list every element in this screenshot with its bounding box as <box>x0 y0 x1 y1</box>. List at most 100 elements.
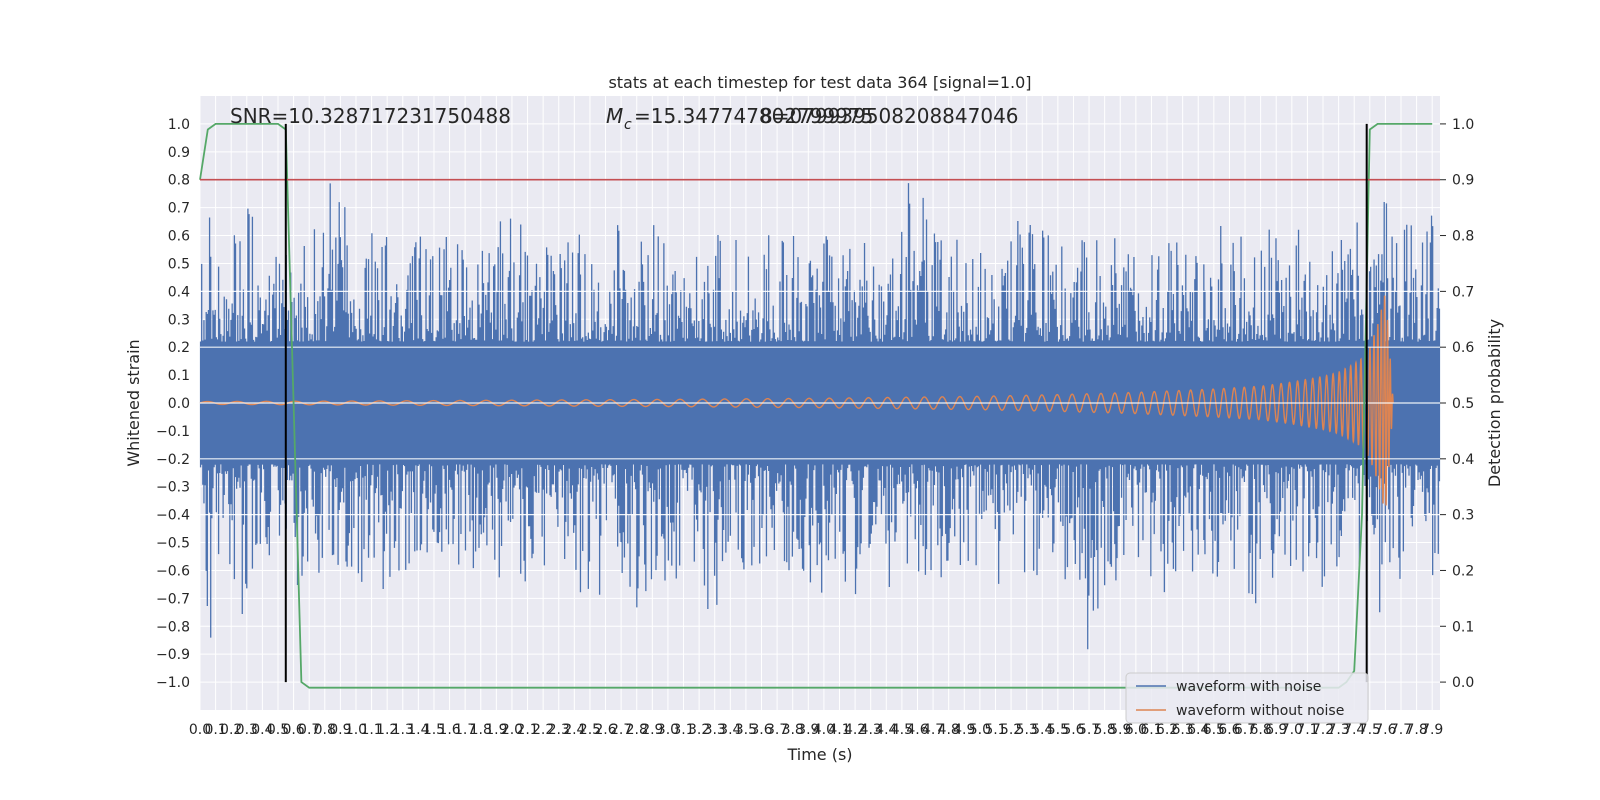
mc-annotation: M c =15.347747802799975 <box>606 104 873 133</box>
y2-tick-label: 0.6 <box>1452 340 1474 356</box>
x-tick-label: 1.3 <box>392 722 414 738</box>
y-tick-label: −0.8 <box>156 619 190 635</box>
y-tick-label: −0.1 <box>156 424 190 440</box>
x-tick-label: 4.6 <box>906 722 928 738</box>
x-tick-label: 2.9 <box>641 722 663 738</box>
y-tick-label: 0.2 <box>168 340 190 356</box>
x-tick-label: 3.6 <box>750 722 772 738</box>
y-tick-label: −0.3 <box>156 480 190 496</box>
y-tick-label: −0.6 <box>156 563 190 579</box>
x-tick-label: 6.5 <box>1203 722 1225 738</box>
y2-tick-label: 0.1 <box>1452 619 1474 635</box>
x-axis-ticks: 0.00.10.20.30.40.50.60.70.80.91.01.11.21… <box>189 722 1443 738</box>
y-tick-label: 0.3 <box>168 312 190 328</box>
reference-lines <box>200 123 1440 683</box>
x-tick-label: 2.0 <box>501 722 523 738</box>
x-tick-label: 5.4 <box>1031 722 1053 738</box>
y-tick-label: 0.0 <box>168 396 190 412</box>
x-tick-label: 5.5 <box>1047 722 1069 738</box>
x-tick-label: 0.3 <box>236 722 258 738</box>
x-tick-label: 3.8 <box>782 722 804 738</box>
detection-probability-series <box>199 123 1433 689</box>
y-axis-label: Whitened strain <box>124 339 143 466</box>
x-tick-label: 2.4 <box>563 722 585 738</box>
x-tick-label: 4.0 <box>813 722 835 738</box>
y2-tick-label: 0.9 <box>1452 173 1474 189</box>
x-tick-label: 3.5 <box>735 722 757 738</box>
x-tick-label: 1.9 <box>485 722 507 738</box>
x-tick-label: 0.5 <box>267 722 289 738</box>
x-tick-label: 5.2 <box>1000 722 1022 738</box>
x-tick-label: 7.5 <box>1359 722 1381 738</box>
y-tick-label: 0.9 <box>168 145 190 161</box>
legend: waveform with noise waveform without noi… <box>1125 672 1369 724</box>
x-tick-label: 1.2 <box>376 722 398 738</box>
x-tick-label: 7.7 <box>1390 722 1412 738</box>
y2-tick-label: 0.2 <box>1452 563 1474 579</box>
x-tick-label: 0.7 <box>298 722 320 738</box>
y-tick-label: −0.2 <box>156 452 190 468</box>
y-tick-label: 1.0 <box>168 117 190 133</box>
chart-title: stats at each timestep for test data 364… <box>608 73 1031 92</box>
legend-label-noise: waveform with noise <box>1176 679 1321 695</box>
x-tick-label: 4.4 <box>875 722 897 738</box>
x-tick-label: 7.1 <box>1296 722 1318 738</box>
x-tick-label: 5.1 <box>984 722 1006 738</box>
x-tick-label: 7.9 <box>1421 722 1443 738</box>
x-tick-label: 2.6 <box>594 722 616 738</box>
x-tick-label: 3.0 <box>657 722 679 738</box>
horizontal-grid-overlay <box>200 290 1440 516</box>
x-tick-label: 1.8 <box>470 722 492 738</box>
y-tick-label: 0.1 <box>168 368 190 384</box>
x-tick-label: 4.1 <box>828 722 850 738</box>
x-tick-label: 1.6 <box>438 722 460 738</box>
x-tick-label: 5.8 <box>1094 722 1116 738</box>
y-tick-label: 0.6 <box>168 229 190 245</box>
x-tick-label: 7.2 <box>1312 722 1334 738</box>
y2-axis-ticks: 0.0 0.1 0.2 0.3 0.4 0.5 0.6 0.7 0.8 0.9 1.0 <box>1440 117 1474 691</box>
y-tick-label: 0.5 <box>168 256 190 272</box>
x-tick-label: 2.8 <box>626 722 648 738</box>
y-tick-label: −0.5 <box>156 536 190 552</box>
legend-label-clean: waveform without noise <box>1176 703 1344 719</box>
mc-value: =15.347747802799975 <box>634 104 873 128</box>
snr-annotation: SNR=10.328717231750488 <box>230 104 511 128</box>
x-tick-label: 5.3 <box>1016 722 1038 738</box>
x-tick-label: 1.0 <box>345 722 367 738</box>
y-tick-label: −1.0 <box>156 675 190 691</box>
y2-tick-label: 0.0 <box>1452 675 1474 691</box>
x-tick-label: 0.4 <box>251 722 273 738</box>
x-tick-label: 4.9 <box>953 722 975 738</box>
x-tick-label: 2.5 <box>579 722 601 738</box>
mc-symbol: M <box>606 104 623 128</box>
x-axis-label: Time (s) <box>786 745 852 764</box>
x-tick-label: 3.1 <box>672 722 694 738</box>
x-tick-label: 1.5 <box>423 722 445 738</box>
x-tick-label: 0.2 <box>220 722 242 738</box>
x-tick-label: 3.7 <box>766 722 788 738</box>
y-tick-label: −0.4 <box>156 508 190 524</box>
x-tick-label: 7.4 <box>1343 722 1365 738</box>
x-tick-label: 1.4 <box>407 722 429 738</box>
y2-axis-label: Detection probability <box>1485 319 1504 487</box>
x-tick-label: 6.9 <box>1265 722 1287 738</box>
y-axis-ticks: −1.0 −0.9 −0.8 −0.7 −0.6 −0.5 −0.4 −0.3 −0.2 −0.1… <box>156 117 190 691</box>
x-tick-label: 4.3 <box>860 722 882 738</box>
y-tick-label: 0.7 <box>168 201 190 217</box>
y-tick-label: 0.8 <box>168 173 190 189</box>
y2-tick-label: 1.0 <box>1452 117 1474 133</box>
x-tick-label: 2.7 <box>610 722 632 738</box>
x-tick-label: 7.0 <box>1281 722 1303 738</box>
x-tick-label: 6.8 <box>1249 722 1271 738</box>
x-tick-label: 3.2 <box>688 722 710 738</box>
x-tick-label: 1.1 <box>360 722 382 738</box>
x-tick-label: 0.1 <box>204 722 226 738</box>
x-tick-label: 3.3 <box>704 722 726 738</box>
x-tick-label: 5.9 <box>1109 722 1131 738</box>
x-tick-label: 6.2 <box>1156 722 1178 738</box>
y-tick-label: −0.9 <box>156 647 190 663</box>
x-tick-label: 0.9 <box>329 722 351 738</box>
y2-tick-label: 0.3 <box>1452 508 1474 524</box>
y2-tick-label: 0.5 <box>1452 396 1474 412</box>
